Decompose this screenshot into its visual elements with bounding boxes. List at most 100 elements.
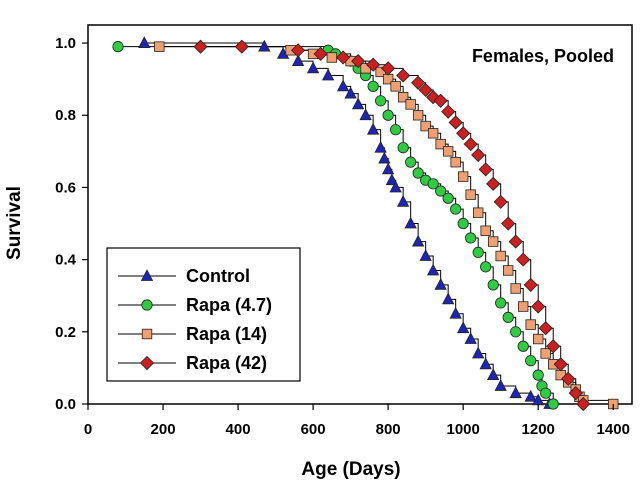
data-point [471, 147, 486, 163]
data-point [472, 246, 484, 258]
data-point [390, 81, 401, 92]
data-point [457, 171, 469, 182]
x-tick-label: 400 [226, 421, 251, 438]
legend-entry: Rapa (14) [118, 324, 267, 344]
data-point [495, 297, 507, 309]
y-tick-label: 0.8 [55, 107, 76, 124]
data-point [381, 162, 395, 175]
data-point [374, 140, 387, 153]
data-point [561, 371, 576, 386]
data-point [510, 326, 522, 338]
data-point [397, 142, 409, 154]
y-tick-label: 0.4 [55, 252, 77, 269]
data-point [487, 279, 499, 291]
legend-box [106, 247, 301, 382]
data-point [494, 379, 507, 391]
data-point [472, 346, 485, 359]
data-point [533, 333, 544, 345]
data-point [435, 185, 447, 197]
data-point [553, 357, 568, 372]
data-point [375, 95, 387, 107]
data-point [313, 46, 328, 61]
data-point [546, 339, 561, 354]
data-point [442, 292, 455, 305]
data-point [412, 110, 424, 121]
data-point [306, 61, 320, 74]
data-point [396, 195, 410, 207]
data-point [405, 99, 416, 110]
data-point [390, 124, 402, 136]
data-point [456, 126, 471, 141]
x-tick-label: 1200 [522, 421, 555, 438]
data-point [434, 278, 447, 290]
data-point [472, 207, 484, 218]
data-point [412, 167, 424, 179]
chart-annotation: Females, Pooled [472, 46, 614, 66]
data-point [344, 86, 357, 99]
data-point [457, 217, 469, 230]
y-tick-label: 0.2 [55, 324, 76, 341]
legend-entry: Control [118, 266, 250, 286]
plot-frame [87, 24, 633, 405]
x-axis-ticks: 0 200 400 600 800 1000 1200 1400 [84, 404, 630, 438]
data-point [516, 252, 531, 267]
legend-entry: Rapa (4.7) [118, 295, 272, 315]
x-tick-label: 0 [84, 421, 92, 438]
data-point [508, 234, 523, 249]
data-point [495, 250, 506, 262]
legend: Control Rapa (4.7) Rapa (14) Rapa (42) [106, 247, 301, 382]
legend-marker [140, 269, 154, 281]
data-point [568, 386, 583, 401]
x-tick-label: 1000 [446, 421, 479, 438]
data-point [463, 137, 478, 152]
data-point [510, 283, 521, 294]
data-point [479, 357, 492, 370]
y-axis-ticks: 0.0 0.2 0.4 0.6 0.8 1.0 [55, 35, 88, 413]
data-point [449, 306, 462, 319]
data-point [382, 109, 394, 121]
data-point [480, 261, 492, 273]
data-point [378, 151, 391, 164]
data-point [193, 39, 208, 54]
legend-label: Control [186, 266, 250, 286]
legend-marker [139, 355, 155, 371]
data-point [405, 156, 417, 168]
data-point [531, 299, 546, 314]
legend-label: Rapa (42) [186, 353, 267, 373]
x-tick-label: 200 [151, 421, 176, 438]
data-point [367, 80, 379, 92]
data-point [538, 321, 553, 336]
data-point [525, 319, 536, 330]
data-point [366, 57, 381, 72]
data-point [336, 50, 351, 65]
data-point [442, 192, 454, 204]
data-point [404, 216, 417, 229]
data-point [540, 387, 552, 399]
legend-label: Rapa (4.7) [186, 295, 272, 315]
data-point [502, 311, 514, 323]
data-point [576, 396, 591, 412]
data-point [487, 236, 499, 247]
x-tick-label: 600 [301, 421, 326, 438]
data-point [547, 398, 559, 410]
data-point [442, 146, 454, 157]
legend-marker [141, 299, 153, 311]
data-point [518, 301, 529, 312]
data-point [435, 138, 446, 150]
series-markers-0 [138, 36, 556, 409]
data-point [418, 82, 433, 98]
data-point [441, 104, 456, 119]
data-point [112, 41, 124, 53]
data-point [321, 68, 335, 81]
data-point [448, 115, 463, 130]
data-point [426, 263, 440, 276]
data-point [291, 43, 306, 58]
data-point [517, 340, 529, 352]
data-point [465, 232, 477, 244]
data-point [502, 265, 514, 276]
data-point [532, 369, 544, 381]
data-point [359, 108, 372, 121]
y-tick-label: 0.0 [55, 396, 76, 413]
data-point [450, 156, 461, 168]
data-point [154, 41, 165, 52]
